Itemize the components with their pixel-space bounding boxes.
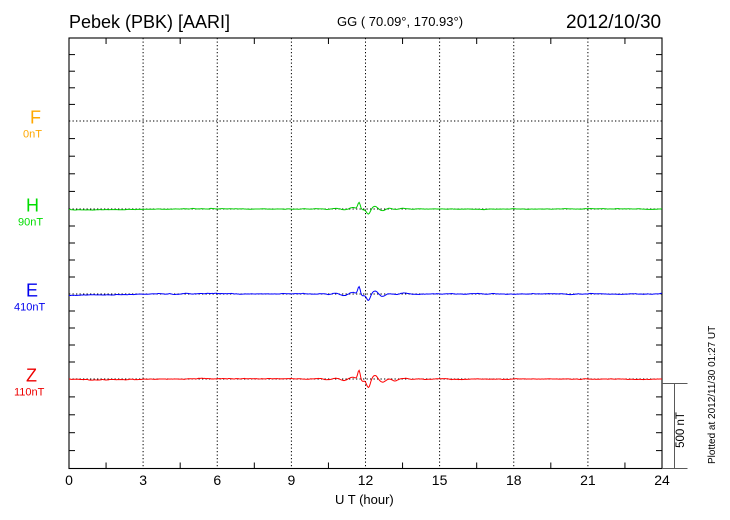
svg-text:0: 0 <box>65 472 73 488</box>
svg-text:18: 18 <box>506 472 522 488</box>
svg-text:U T (hour): U T (hour) <box>335 492 394 507</box>
svg-text:E: E <box>26 281 38 301</box>
svg-text:F: F <box>30 108 41 128</box>
svg-text:15: 15 <box>432 472 448 488</box>
svg-text:24: 24 <box>654 472 670 488</box>
svg-text:2012/10/30: 2012/10/30 <box>566 12 661 33</box>
svg-text:500 nT: 500 nT <box>675 412 687 448</box>
svg-text:3: 3 <box>139 472 147 488</box>
svg-text:6: 6 <box>213 472 221 488</box>
svg-text:12: 12 <box>358 472 374 488</box>
svg-text:Plotted at 2012/11/30 01:27 UT: Plotted at 2012/11/30 01:27 UT <box>707 326 718 464</box>
svg-text:H: H <box>26 196 39 216</box>
svg-text:90nT: 90nT <box>18 217 43 229</box>
svg-text:GG ( 70.09°, 170.93°): GG ( 70.09°, 170.93°) <box>337 14 463 29</box>
svg-text:Pebek (PBK) [AARI]: Pebek (PBK) [AARI] <box>69 12 230 32</box>
svg-text:21: 21 <box>580 472 596 488</box>
svg-text:9: 9 <box>288 472 296 488</box>
svg-text:110nT: 110nT <box>14 387 45 399</box>
svg-text:410nT: 410nT <box>14 302 45 314</box>
svg-text:0nT: 0nT <box>23 129 42 141</box>
svg-text:Z: Z <box>26 366 37 386</box>
